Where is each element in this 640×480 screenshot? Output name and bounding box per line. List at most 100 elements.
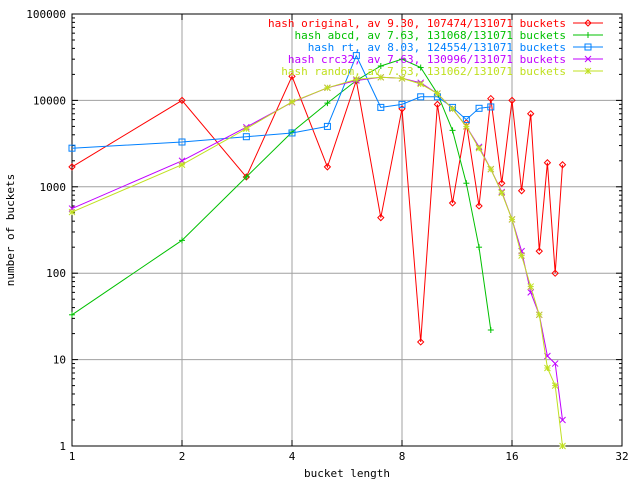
legend-entry: hash random, av 7.63, 131062/131071 buck… [281, 65, 603, 78]
legend-entry: hash abcd, av 7.63, 131068/131071 bucket… [294, 29, 603, 42]
x-tick-label: 4 [289, 450, 296, 463]
data-point [551, 382, 559, 389]
data-point [498, 189, 506, 197]
y-tick-label: 100 [46, 267, 66, 280]
data-point [475, 144, 483, 152]
data-point [324, 100, 331, 107]
data-point [508, 215, 516, 223]
data-point [416, 338, 425, 346]
data-point [323, 163, 332, 171]
data-point [417, 93, 425, 101]
data-point [449, 105, 456, 113]
legend-label: hash original, av 9.30, 107474/131071 bu… [268, 17, 566, 30]
legend-marker [584, 67, 592, 75]
legend-marker [584, 55, 592, 63]
legend: hash original, av 9.30, 107474/131071 bu… [268, 17, 603, 78]
data-point [324, 84, 331, 92]
data-point [434, 90, 441, 97]
data-point [518, 252, 525, 259]
series-lines [68, 52, 567, 450]
data-point [463, 180, 470, 187]
legend-entry: hash rt, av 8.03, 124554/131071 buckets [308, 41, 603, 54]
y-tick-label: 1000 [40, 181, 67, 194]
data-point [178, 161, 186, 169]
data-point [551, 269, 559, 277]
data-point [178, 96, 186, 105]
data-point [399, 56, 405, 63]
data-point [559, 416, 566, 424]
data-point [69, 311, 75, 318]
data-point [476, 244, 483, 251]
data-point [475, 104, 483, 112]
data-point [242, 133, 250, 141]
data-point [448, 199, 457, 207]
y-tick-label: 10 [53, 354, 66, 367]
data-point [517, 187, 526, 195]
legend-label: hash abcd, av 7.63, 131068/131071 bucket… [294, 29, 566, 42]
x-tick-label: 2 [179, 450, 186, 463]
series-line [71, 75, 563, 343]
x-tick-label: 8 [399, 450, 406, 463]
data-point [288, 129, 296, 137]
data-point [179, 237, 185, 244]
data-point [352, 76, 360, 83]
data-point [551, 360, 559, 367]
data-point [487, 94, 495, 103]
data-point [433, 100, 442, 109]
x-tick-label: 32 [615, 450, 628, 463]
series-4 [68, 73, 566, 424]
y-axis-label: number of buckets [4, 174, 17, 287]
data-point [498, 179, 506, 187]
y-tick-label: 10000 [33, 94, 66, 107]
data-point [68, 163, 76, 171]
series-line [71, 54, 491, 149]
data-point [535, 311, 543, 319]
data-point [288, 98, 296, 106]
legend-label: hash random, av 7.63, 131062/131071 buck… [281, 65, 566, 78]
data-point [543, 159, 552, 167]
data-point [377, 63, 384, 70]
plot-frame [71, 13, 623, 447]
legend-entry: hash crc32, av 7.63, 130996/131071 bucke… [288, 53, 603, 66]
x-axis-label: bucket length [304, 467, 390, 480]
x-tick-label: 1 [69, 450, 76, 463]
data-point [527, 283, 535, 290]
data-point [377, 213, 385, 222]
legend-marker [584, 43, 592, 51]
legend-entry: hash original, av 9.30, 107474/131071 bu… [268, 17, 603, 30]
series-5 [68, 73, 566, 450]
series-line [71, 58, 492, 331]
data-point [558, 161, 567, 169]
data-point [178, 138, 186, 146]
data-point [544, 364, 551, 372]
data-point [475, 202, 483, 210]
data-point [377, 73, 385, 81]
y-tick-label: 1 [59, 440, 66, 453]
data-point [417, 80, 425, 88]
data-point [398, 100, 406, 108]
legend-marker [585, 32, 591, 38]
data-point [462, 123, 470, 130]
data-point [526, 110, 535, 118]
x-tick-label: 16 [505, 450, 518, 463]
series-2 [69, 56, 494, 334]
data-point [398, 74, 406, 82]
data-point [377, 103, 385, 111]
data-point [417, 64, 424, 71]
legend-label: hash crc32, av 7.63, 130996/131071 bucke… [288, 53, 566, 66]
tick-labels: 1 2 4 8 16 32 1 10 100 1000 10000 100000 [26, 8, 628, 463]
data-point [323, 122, 331, 130]
data-point [487, 103, 495, 111]
legend-marker [584, 19, 592, 27]
data-point [559, 442, 566, 450]
data-point [487, 165, 495, 173]
series-3 [68, 52, 495, 152]
data-point [535, 247, 543, 255]
data-point [68, 144, 76, 152]
data-point [288, 72, 296, 81]
y-tick-label: 100000 [26, 8, 66, 21]
series-line [71, 76, 563, 447]
data-point [462, 116, 470, 124]
legend-label: hash rt, av 8.03, 124554/131071 buckets [308, 41, 566, 54]
